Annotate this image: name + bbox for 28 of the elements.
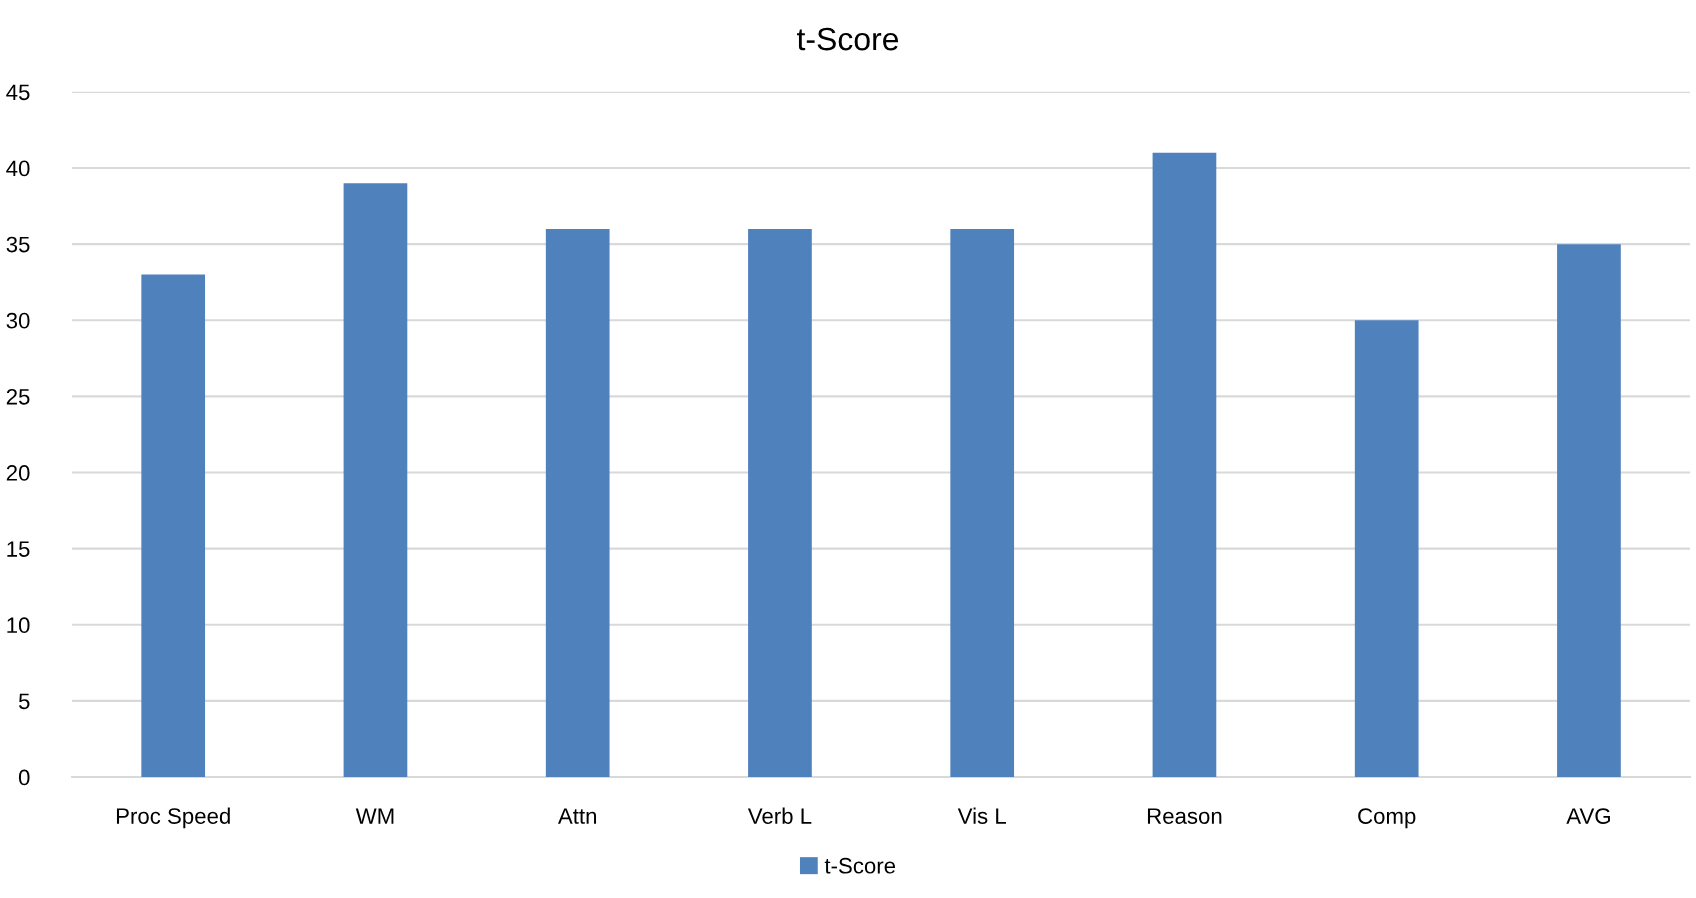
y-tick-label: 30 [6,312,30,329]
x-tick-label: Reason [1147,808,1222,824]
x-tick-label: AVG [1566,808,1610,824]
bar [141,274,206,778]
bar [1152,152,1217,778]
bar [545,228,610,778]
bar [950,228,1015,778]
bar [343,183,408,778]
x-tick-label: Proc Speed [116,807,230,829]
x-tick-label: WM [355,808,394,824]
y-tick-label: 5 [18,693,30,710]
bar [1354,320,1419,778]
y-tick-label: 15 [7,541,30,557]
bar [1557,244,1621,778]
chart-title: t-Score [797,27,899,51]
bar [748,228,812,778]
legend-label: t-Score [824,857,896,874]
y-tick-label: 10 [7,617,30,634]
x-tick-label: Attn [557,808,597,824]
x-tick-label: Verb L [747,807,812,824]
y-tick-label: 45 [6,84,30,101]
y-tick-label: 35 [6,236,30,253]
y-tick-label: 0 [18,769,30,786]
y-tick-label: 40 [6,160,30,177]
y-tick-label: 25 [6,388,30,405]
x-tick-label: Comp [1358,808,1416,829]
y-tick-label: 20 [6,465,30,481]
x-tick-label: Vis L [957,807,1006,824]
